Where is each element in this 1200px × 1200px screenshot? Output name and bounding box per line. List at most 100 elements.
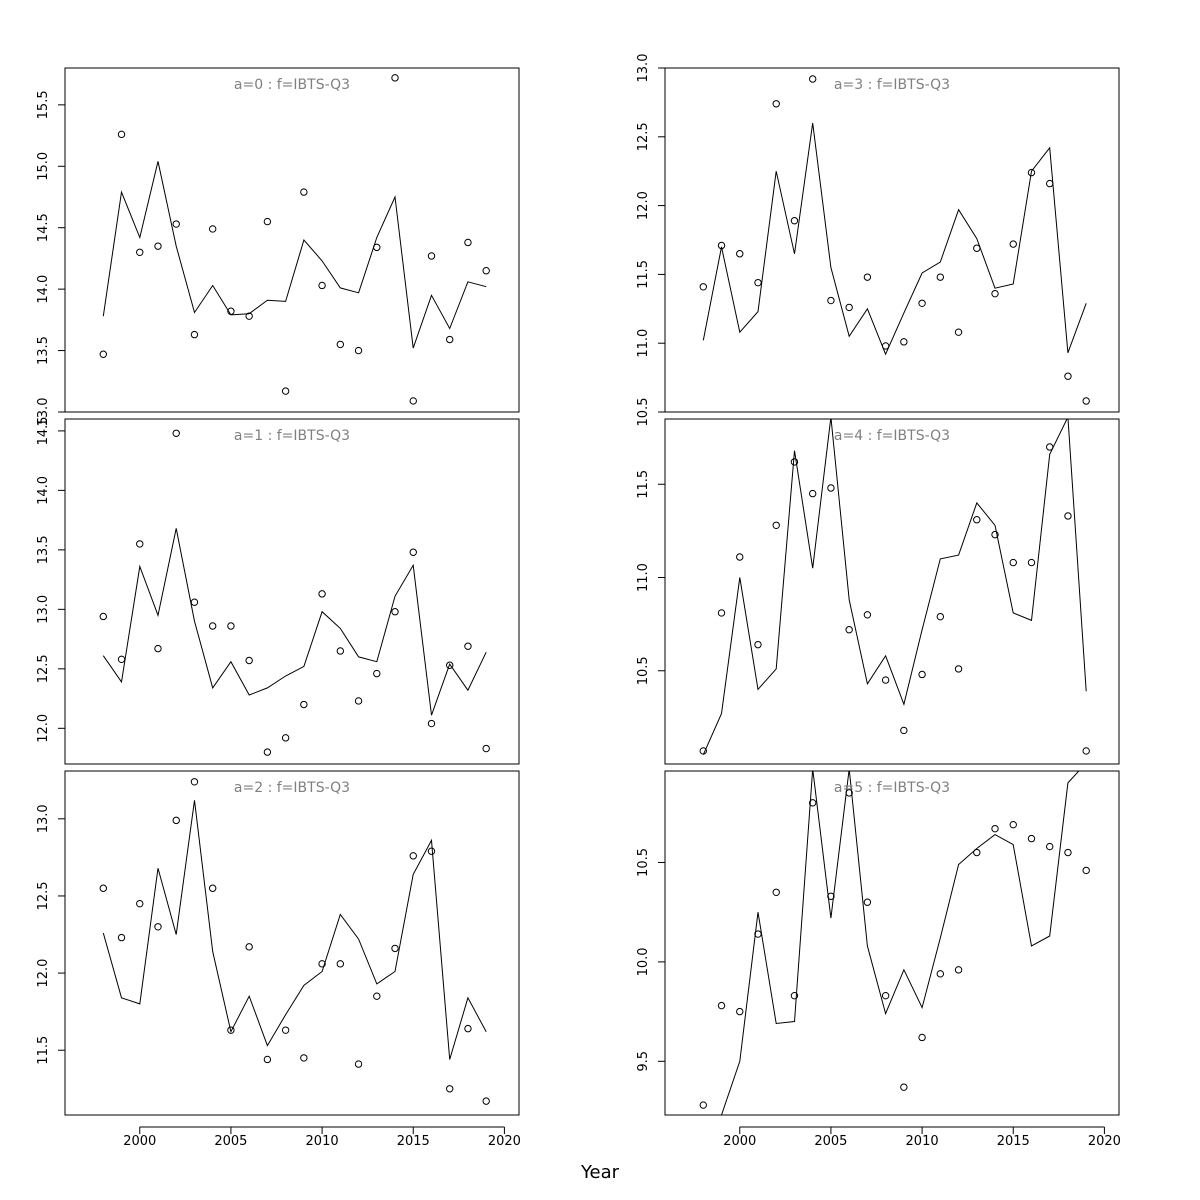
observation-point bbox=[808, 489, 817, 498]
observation-point bbox=[991, 530, 999, 539]
observation-point bbox=[918, 670, 926, 679]
panel-a1: 12.0 12.5 13.0 13.5 14.0 14.5 a=1 : f=IBTS-Q3 bbox=[36, 416, 520, 765]
y-tick-label: 10.5 bbox=[636, 848, 651, 877]
y-tick-label: 13.5 bbox=[36, 535, 51, 564]
observation-point bbox=[172, 220, 180, 228]
panel-frame bbox=[64, 67, 520, 413]
observation-point bbox=[427, 847, 436, 855]
observation-point bbox=[973, 848, 981, 857]
observation-point bbox=[1082, 747, 1090, 755]
observation-point bbox=[827, 296, 835, 305]
observation-point bbox=[117, 933, 126, 942]
y-tick-label: 13.0 bbox=[636, 54, 651, 83]
observation-point bbox=[881, 991, 890, 1000]
observation-point bbox=[863, 611, 872, 619]
observation-point bbox=[1046, 842, 1054, 851]
observation-point bbox=[336, 340, 345, 349]
observation-point bbox=[790, 458, 799, 466]
observation-point bbox=[863, 273, 872, 281]
panel-title: a=5 : f=IBTS-Q3 bbox=[834, 780, 950, 796]
observation-point bbox=[227, 307, 235, 315]
observation-point bbox=[300, 700, 308, 709]
x-tick-label: 2000 bbox=[723, 1134, 756, 1149]
fit-line bbox=[102, 161, 487, 349]
panel-title: a=4 : f=IBTS-Q3 bbox=[834, 428, 950, 444]
fit-line bbox=[102, 800, 487, 1060]
observation-point bbox=[318, 590, 326, 598]
observation-point bbox=[154, 644, 162, 653]
x-tick-label: 2020 bbox=[488, 1134, 521, 1149]
observation-point bbox=[391, 944, 399, 953]
observation-point bbox=[281, 734, 290, 742]
observation-point bbox=[918, 1033, 926, 1042]
panel-title: a=3 : f=IBTS-Q3 bbox=[834, 77, 950, 93]
observation-point bbox=[208, 225, 217, 233]
observation-point bbox=[991, 289, 999, 298]
panel-a2: 11.5 12.0 12.5 13.0 a=2 : f=IBTS-Q3 bbox=[36, 770, 520, 1116]
observation-point bbox=[1082, 397, 1090, 405]
panel-frame bbox=[664, 418, 1120, 765]
x-tick-label: 2000 bbox=[123, 1134, 156, 1149]
observation-point bbox=[482, 267, 490, 275]
y-tick-label: 12.0 bbox=[636, 191, 651, 220]
observation-point bbox=[936, 612, 945, 621]
observation-point bbox=[1082, 866, 1090, 875]
observation-point bbox=[136, 248, 144, 256]
observation-point bbox=[391, 608, 399, 616]
y-tick-label: 11.0 bbox=[636, 563, 651, 592]
observation-point bbox=[446, 661, 454, 669]
observation-point bbox=[845, 303, 853, 312]
observation-point bbox=[1046, 443, 1054, 451]
x-tick-label: 2015 bbox=[997, 1134, 1030, 1149]
observation-point bbox=[227, 622, 235, 630]
fit-line bbox=[702, 419, 1087, 755]
x-axis-col1: 2000 2005 2010 2015 2020 bbox=[723, 1126, 1121, 1149]
x-tick-label: 2020 bbox=[1088, 1134, 1121, 1149]
observation-point bbox=[881, 342, 890, 350]
observation-point bbox=[699, 747, 707, 755]
fit-line bbox=[702, 122, 1087, 356]
y-tick-label: 12.0 bbox=[36, 714, 51, 743]
observation-point bbox=[208, 884, 217, 892]
observation-point bbox=[354, 346, 363, 355]
observation-point bbox=[1009, 240, 1017, 248]
y-tick-label: 13.5 bbox=[36, 336, 51, 365]
panels: 13.013.514.014.515.015.5a=0 : f=IBTS-Q31… bbox=[36, 54, 1120, 1116]
observation-point bbox=[699, 283, 707, 291]
observation-point bbox=[373, 669, 381, 678]
observation-point bbox=[99, 612, 107, 621]
observation-point bbox=[117, 655, 126, 664]
observation-point bbox=[736, 1007, 744, 1016]
observation-point bbox=[99, 884, 107, 892]
panel-a0: 13.0 13.5 14.0 14.5 15.0 15.5 a=0 : f=IBTS-Q3 bbox=[36, 67, 520, 427]
observation-point bbox=[772, 521, 780, 529]
x-axis-col0: 2000 2005 2010 2015 2020 bbox=[123, 1126, 521, 1149]
observation-point bbox=[736, 250, 744, 258]
observation-point bbox=[754, 930, 762, 938]
x-tick-label: 2015 bbox=[397, 1134, 430, 1149]
y-tick-label: 9.5 bbox=[636, 1051, 651, 1072]
y-tick-label: 15.0 bbox=[36, 152, 51, 181]
observation-point bbox=[699, 1101, 707, 1109]
observation-point bbox=[845, 626, 853, 634]
observation-point bbox=[845, 789, 853, 797]
x-axes: 2000 2005 2010 2015 2020 2000 2005 2010 2015 2020 bbox=[123, 1126, 1121, 1149]
observation-point bbox=[772, 100, 780, 108]
observation-point bbox=[900, 726, 908, 735]
observation-point bbox=[464, 238, 472, 247]
observation-point bbox=[409, 852, 417, 860]
panel-frame bbox=[64, 770, 520, 1116]
y-tick-label: 13.0 bbox=[36, 398, 51, 427]
observation-point bbox=[482, 744, 490, 753]
y-tick-label: 12.5 bbox=[636, 122, 651, 151]
y-tick-label: 11.5 bbox=[36, 1036, 51, 1065]
y-tick-label: 13.0 bbox=[36, 595, 51, 624]
observation-point bbox=[300, 1054, 308, 1062]
observation-point bbox=[754, 278, 762, 287]
x-tick-label: 2005 bbox=[214, 1134, 247, 1149]
observation-point bbox=[900, 1083, 908, 1091]
observation-point bbox=[790, 991, 799, 1000]
observation-point bbox=[373, 243, 381, 252]
observation-point bbox=[1027, 558, 1036, 567]
